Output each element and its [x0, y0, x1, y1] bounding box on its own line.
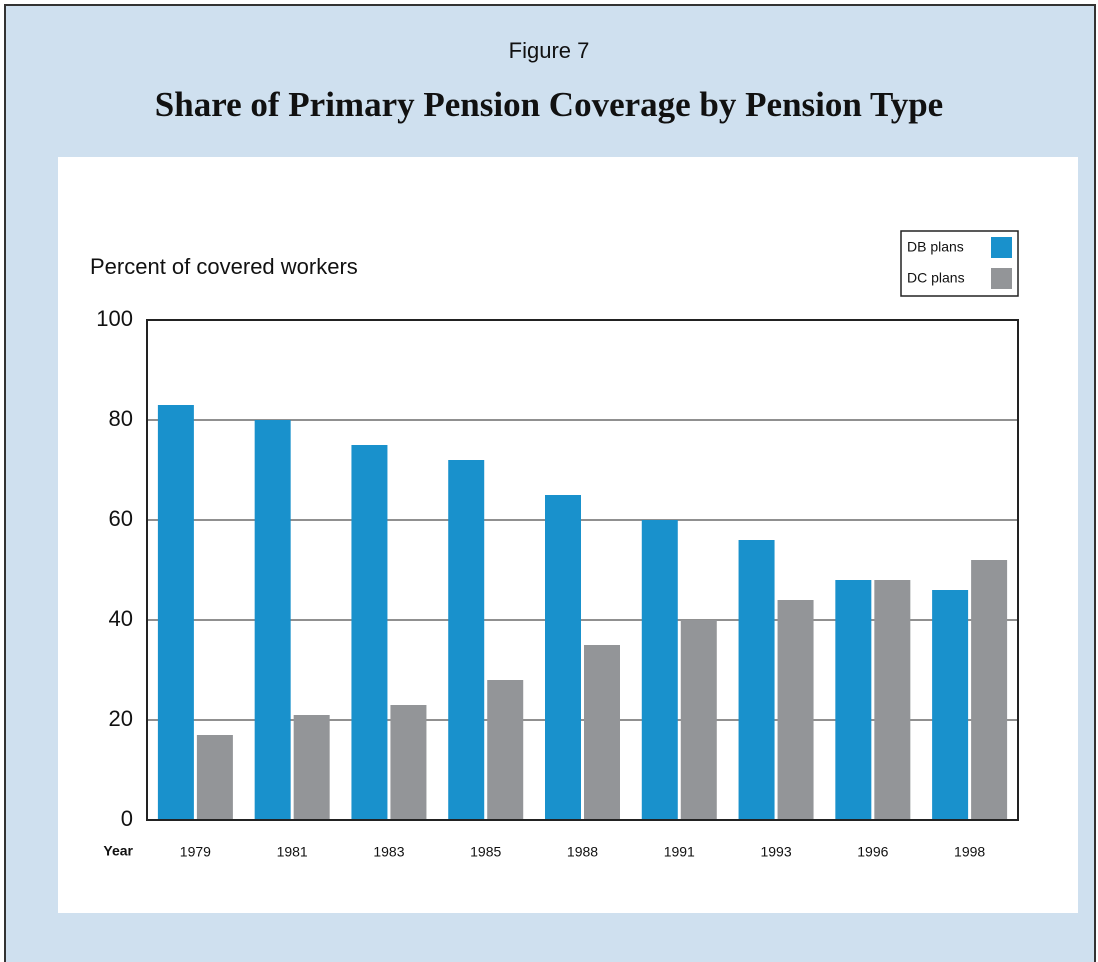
- x-axis-label: Year: [103, 843, 133, 859]
- legend-label: DB plans: [907, 239, 964, 255]
- bar: [487, 680, 524, 820]
- bar: [254, 420, 291, 820]
- bar: [874, 580, 911, 820]
- y-tick-label: 40: [109, 606, 133, 631]
- x-tick-label: 1979: [180, 844, 211, 860]
- bar: [835, 580, 872, 820]
- y-tick-label: 20: [109, 706, 133, 731]
- x-tick-label: 1998: [954, 844, 985, 860]
- plot-frame: [146, 319, 1019, 821]
- y-tick-label: 60: [109, 506, 133, 531]
- bar: [932, 590, 969, 820]
- bar: [641, 520, 678, 820]
- y-tick-label: 100: [96, 306, 133, 331]
- y-tick-label: 0: [121, 806, 133, 831]
- x-tick-label: 1991: [664, 844, 695, 860]
- x-tick-label: 1993: [760, 844, 791, 860]
- figure-label: Figure 7: [509, 38, 590, 63]
- y-axis-label: Percent of covered workers: [90, 254, 358, 279]
- bar: [738, 540, 775, 820]
- bar: [777, 600, 814, 820]
- x-tick-label: 1983: [373, 844, 404, 860]
- x-tick-label: 1985: [470, 844, 501, 860]
- bar: [196, 735, 233, 820]
- x-tick-label: 1981: [277, 844, 308, 860]
- chart-title: Share of Primary Pension Coverage by Pen…: [155, 85, 943, 124]
- bar: [448, 460, 485, 820]
- bar: [680, 620, 717, 820]
- bar: [584, 645, 620, 820]
- bar: [971, 560, 1008, 820]
- bar: [390, 705, 427, 820]
- bar: [545, 495, 581, 820]
- legend-swatch: [991, 268, 1012, 289]
- bar: [157, 405, 194, 820]
- legend-label: DC plans: [907, 270, 965, 286]
- y-tick-label: 80: [109, 406, 133, 431]
- legend-swatch: [991, 237, 1012, 258]
- bar: [293, 715, 330, 820]
- x-tick-label: 1996: [857, 844, 888, 860]
- x-tick-label: 1988: [567, 844, 598, 860]
- bar: [351, 445, 388, 820]
